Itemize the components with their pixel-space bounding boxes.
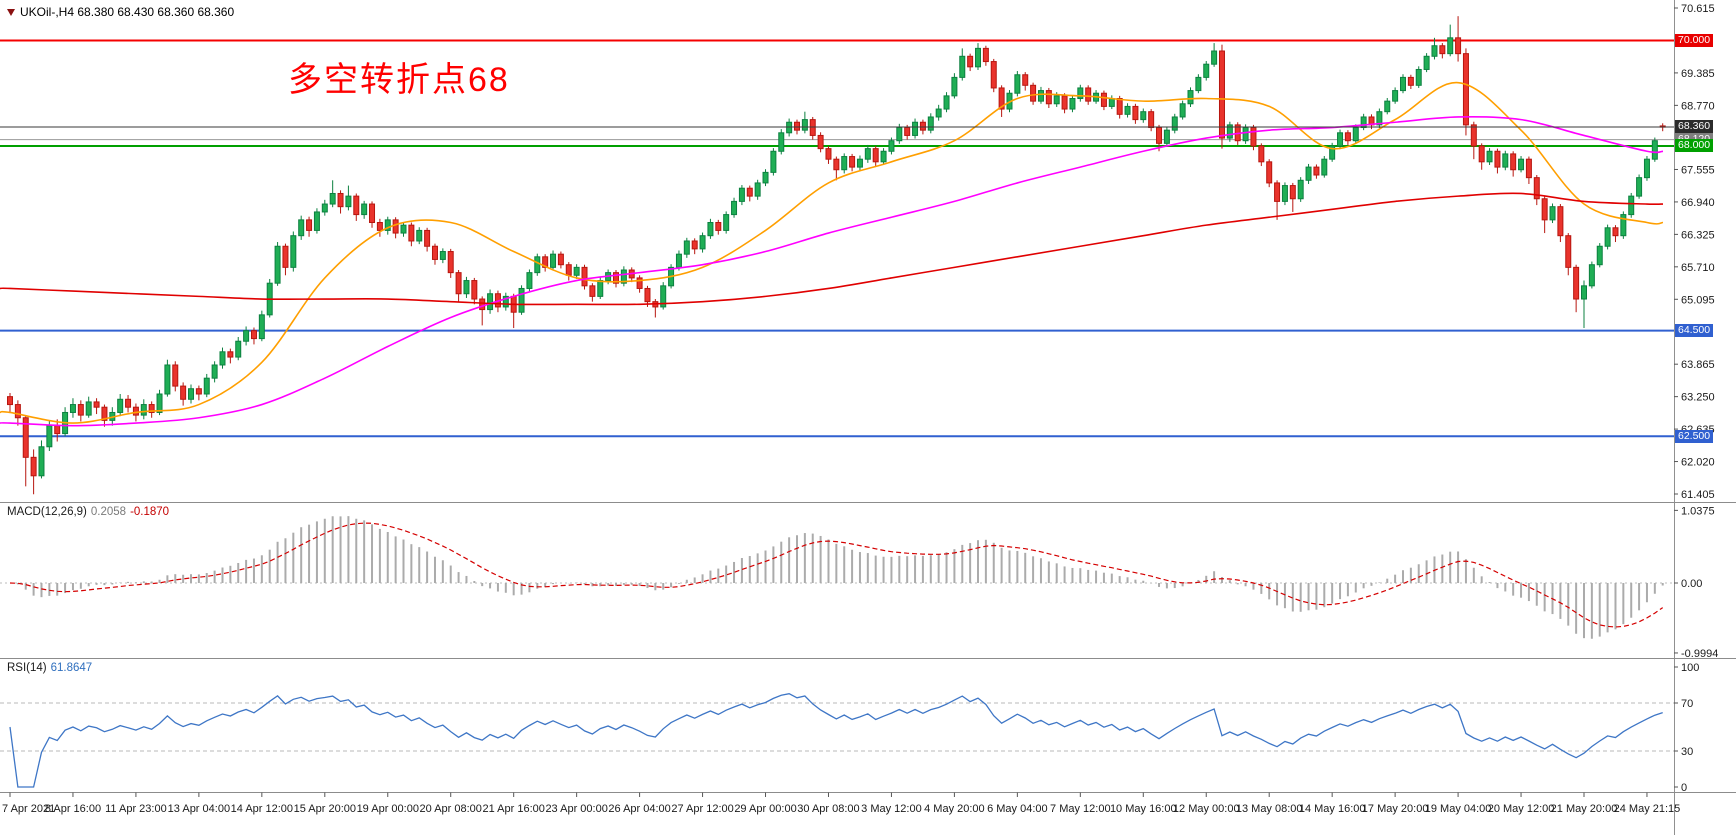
ma-mid-magenta: [0, 115, 1664, 427]
annotation-text: 多空转折点68: [288, 61, 510, 99]
price-tick-label: 66.940: [1681, 197, 1715, 209]
price-tick-label: 65.710: [1681, 262, 1715, 274]
time-axis-label: 21 Apr 16:00: [482, 803, 544, 815]
time-axis-label: 10 May 16:00: [1110, 803, 1177, 815]
time-axis-label: 13 May 08:00: [1236, 803, 1303, 815]
price-tick-label: 70.615: [1681, 3, 1715, 15]
horizontal-lines: [0, 39, 1674, 438]
ma-slow-red: [0, 192, 1664, 306]
time-axis-label: 7 May 12:00: [1050, 803, 1111, 815]
price-tick-label: 62.020: [1681, 457, 1715, 469]
rsi-panel: 100 70 30 0: [0, 662, 1699, 794]
rsi-name: RSI(14): [7, 662, 47, 674]
time-axis-label: 11 Apr 23:00: [105, 803, 167, 815]
price-badge: 64.500: [1675, 324, 1714, 338]
price-tick-label: 68.770: [1681, 100, 1715, 112]
price-badge: 68.000: [1675, 139, 1714, 153]
price-badge: 70.000: [1675, 33, 1714, 47]
time-axis-label: 19 Apr 00:00: [357, 803, 419, 815]
rsi-line: [9, 693, 1663, 788]
time-axis-label: 4 May 20:00: [924, 803, 985, 815]
moving-average-lines: [0, 81, 1664, 427]
rsi-axis-label: 0: [1681, 782, 1687, 794]
time-axis-label: 7 Apr 2021: [2, 803, 55, 815]
rsi-axis-label: 70: [1681, 698, 1693, 710]
time-axis-label: 14 May 16:00: [1299, 803, 1366, 815]
macd-indicator-label: MACD(12,26,9) 0.2058 -0.1870: [7, 506, 169, 518]
macd-signal-line: [9, 522, 1664, 628]
price-badge: 62.500: [1675, 429, 1714, 443]
time-axis-label: 21 May 20:00: [1551, 803, 1618, 815]
time-axis-label: 30 Apr 08:00: [797, 803, 859, 815]
macd-axis-label: 1.0375: [1681, 505, 1715, 517]
candles: [7, 16, 1666, 495]
price-tick-label: 69.385: [1681, 68, 1715, 80]
rsi-axis-label: 100: [1681, 662, 1699, 674]
macd-value-signal: -0.1870: [130, 506, 170, 518]
macd-axis-label: 0.00: [1681, 578, 1702, 590]
time-axis-label: 19 May 04:00: [1425, 803, 1492, 815]
time-axis-label: 29 Apr 00:00: [734, 803, 796, 815]
time-axis-label: 23 Apr 00:00: [545, 803, 607, 815]
price-tick-label: 65.095: [1681, 294, 1715, 306]
macd-name: MACD(12,26,9): [7, 506, 87, 518]
chart-title: UKOil-,H4 68.380 68.430 68.360 68.360: [7, 5, 234, 19]
chart-title-text: UKOil-,H4 68.380 68.430 68.360 68.360: [20, 5, 235, 19]
time-axis-label: 13 Apr 04:00: [168, 803, 230, 815]
symbol-marker-icon: [7, 8, 15, 16]
ma-fast-orange: [0, 81, 1664, 424]
panel-separators: [0, 502, 1736, 793]
time-axis-label: 14 Apr 12:00: [231, 803, 293, 815]
rsi-indicator-label: RSI(14) 61.8647: [7, 662, 92, 674]
time-axis-label: 27 Apr 12:00: [671, 803, 733, 815]
time-axis-label: 8 Apr 16:00: [45, 803, 101, 815]
time-axis-label: 17 May 20:00: [1362, 803, 1429, 815]
rsi-value: 61.8647: [50, 662, 93, 674]
price-axis: 70.615 69.385 68.770 67.555 66.940 66.325 65.7…: [1674, 0, 1715, 835]
time-axis-label: 20 May 12:00: [1488, 803, 1555, 815]
time-axis-label: 3 May 12:00: [861, 803, 922, 815]
price-badge: 68.360: [1675, 120, 1714, 134]
time-axis-label: 24 May 21:15: [1614, 803, 1681, 815]
time-axis-label: 26 Apr 04:00: [608, 803, 670, 815]
macd-value-main: 0.2058: [90, 506, 127, 518]
time-axis-label: 20 Apr 08:00: [420, 803, 482, 815]
price-tick-label: 63.865: [1681, 359, 1715, 371]
macd-panel: 1.0375 0.00 -0.9994: [0, 505, 1718, 660]
price-tick-label: 66.325: [1681, 229, 1715, 241]
macd-axis-label: -0.9994: [1681, 648, 1718, 660]
time-axis-label: 6 May 04:00: [987, 803, 1048, 815]
price-tick-label: 67.555: [1681, 164, 1715, 176]
price-tick-label: 63.250: [1681, 392, 1715, 404]
time-axis-label: 12 May 00:00: [1173, 803, 1240, 815]
price-tick-label: 61.405: [1681, 489, 1715, 501]
rsi-axis-label: 30: [1681, 746, 1693, 758]
time-axis-label: 15 Apr 20:00: [294, 803, 356, 815]
